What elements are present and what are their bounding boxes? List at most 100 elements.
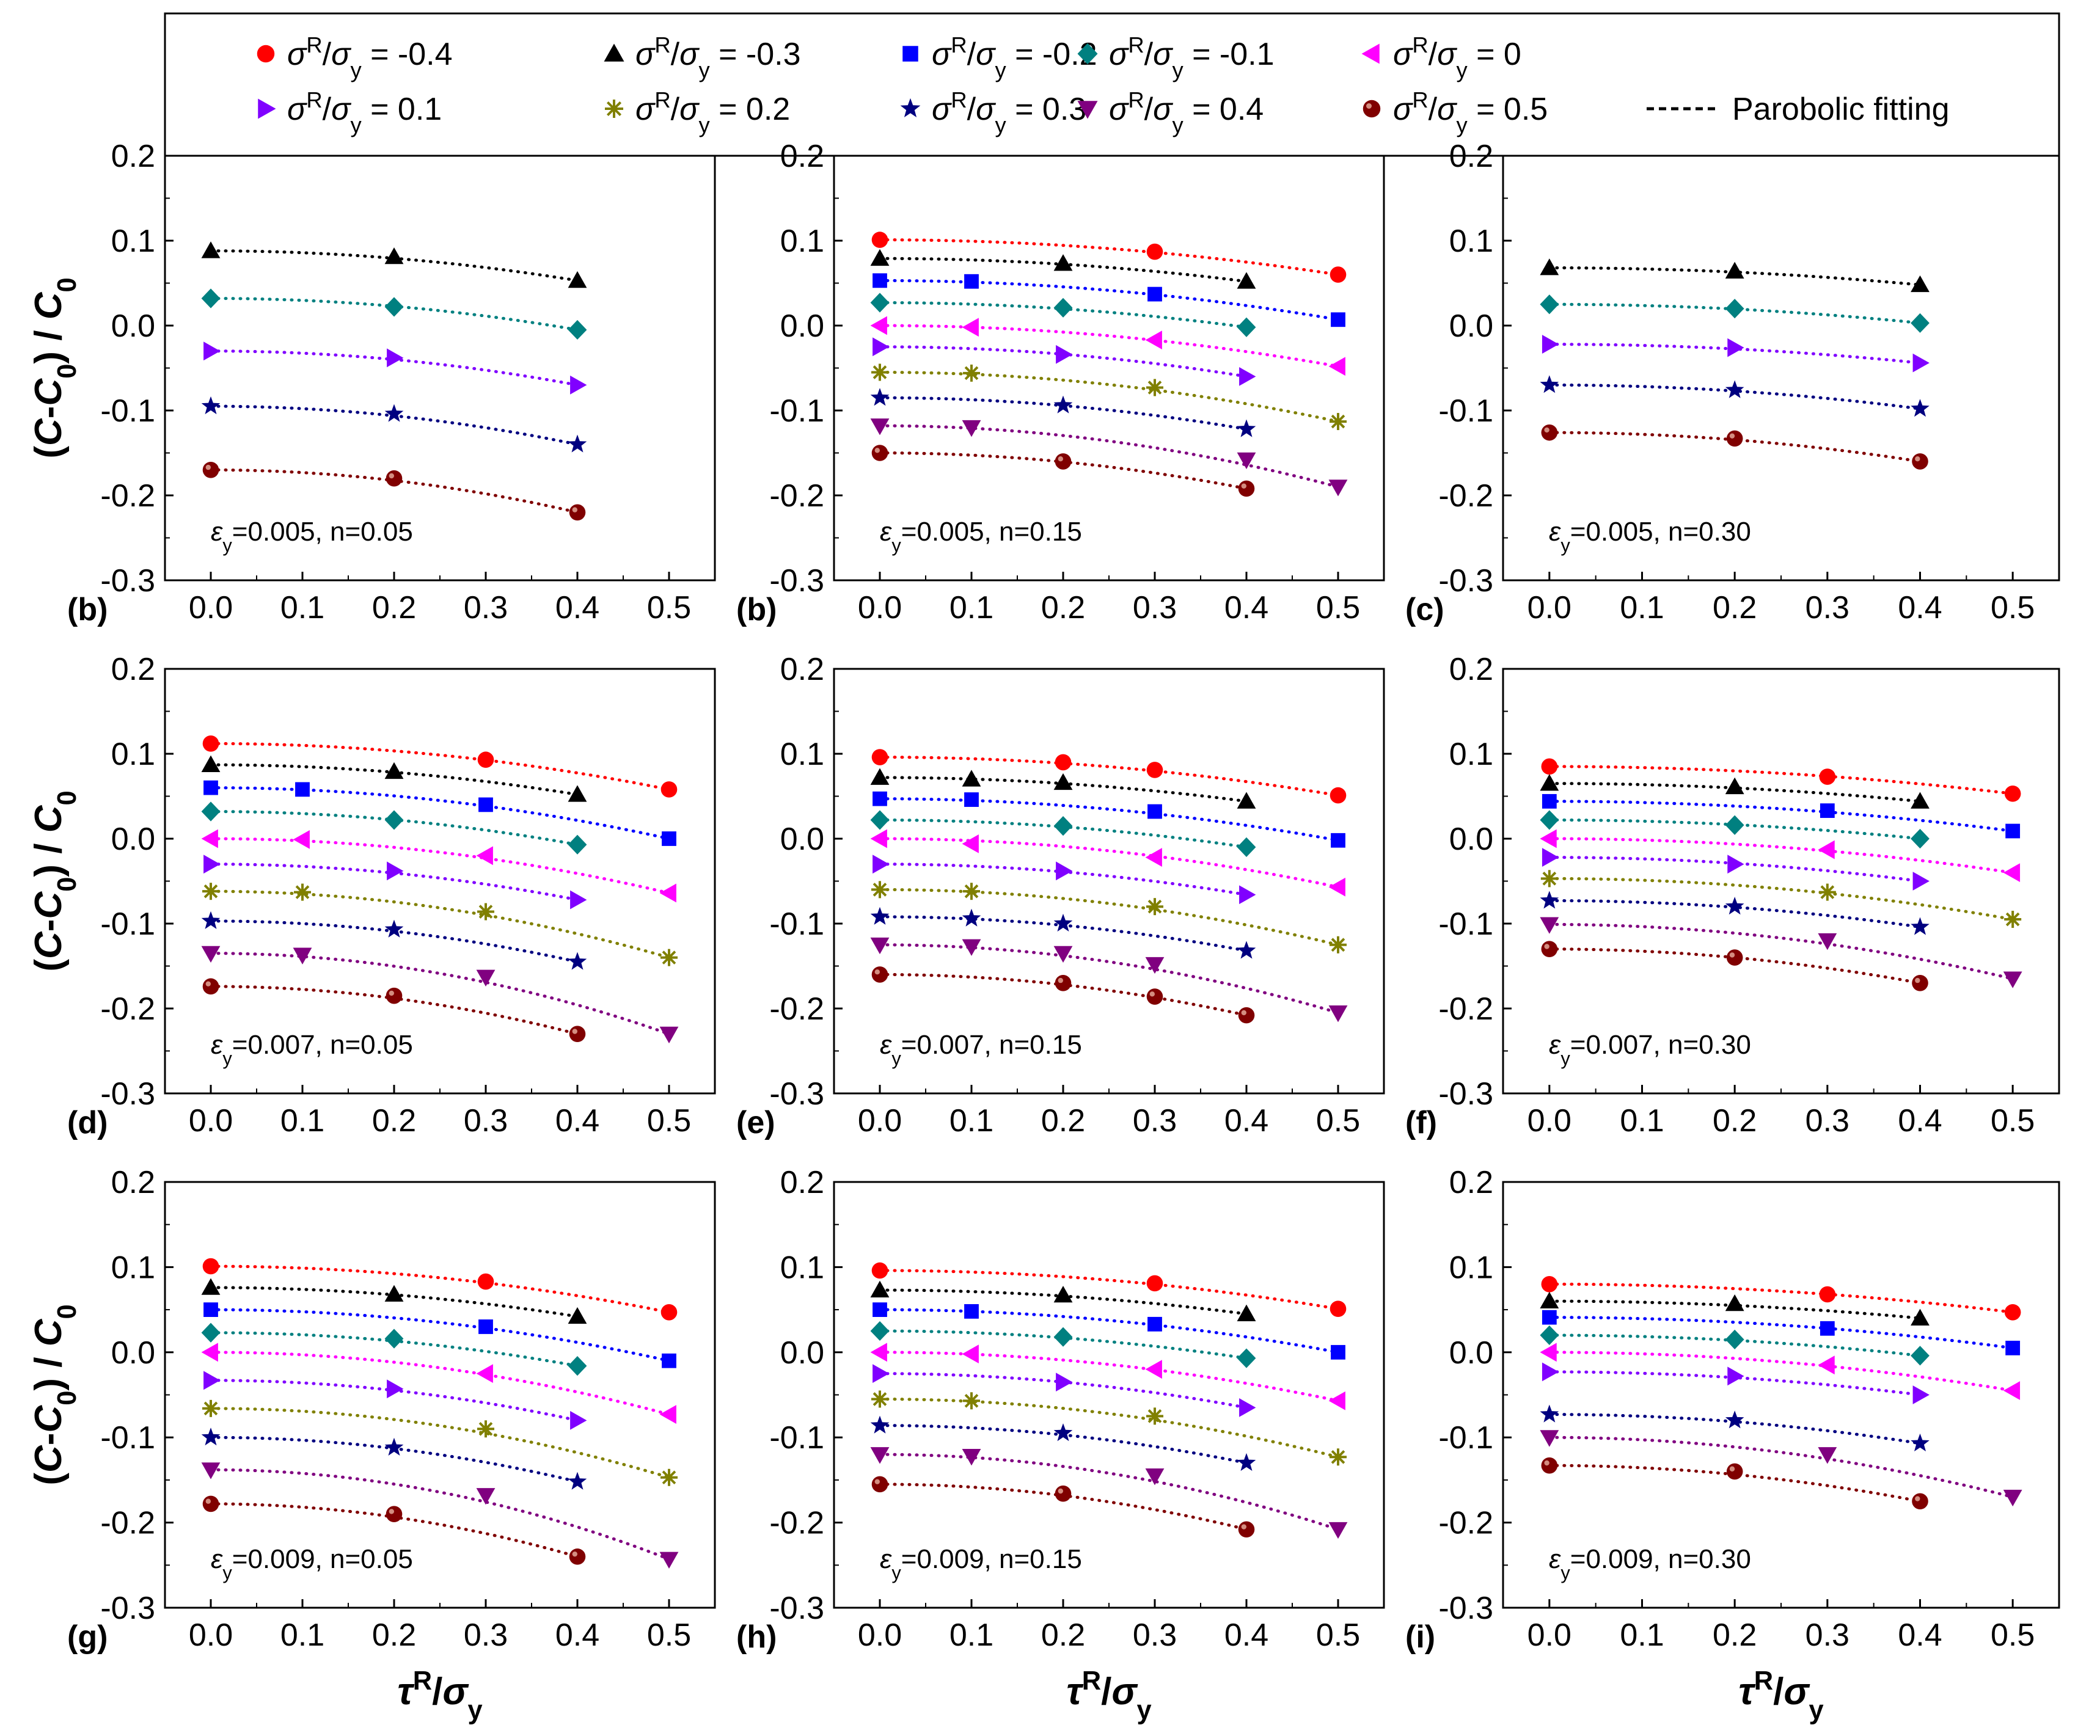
fit-curve xyxy=(1548,856,1922,883)
legend-entry: σR/σy = -0.1 xyxy=(1077,32,1275,82)
fit-curve xyxy=(1548,922,2014,980)
data-series xyxy=(870,316,1345,376)
data-point xyxy=(1056,345,1073,364)
data-point xyxy=(1911,792,1930,809)
data-point xyxy=(1725,1329,1744,1349)
data-point xyxy=(1541,424,1558,441)
data-point xyxy=(1237,272,1256,289)
data-series xyxy=(1540,294,1930,333)
data-point xyxy=(962,770,981,787)
data-point xyxy=(1727,1366,1744,1386)
data-point xyxy=(1053,297,1073,318)
legend-marker xyxy=(1361,43,1380,64)
data-point xyxy=(203,1371,221,1390)
data-point xyxy=(870,1321,890,1341)
fit-curve xyxy=(1548,431,1922,463)
data-series xyxy=(202,1495,586,1565)
legend-marker xyxy=(902,46,918,62)
legend-entry: σR/σy = 0.1 xyxy=(258,87,442,137)
data-point xyxy=(1145,848,1162,867)
data-point xyxy=(659,1552,679,1569)
data-point xyxy=(1328,1522,1348,1539)
data-series xyxy=(870,249,1256,289)
x-tick-label: 0.5 xyxy=(647,1103,691,1139)
fit-curve xyxy=(1548,818,1922,841)
data-point xyxy=(1328,1391,1345,1410)
data-series xyxy=(870,388,1256,437)
fit-curve xyxy=(1548,266,1922,286)
data-point xyxy=(201,1322,221,1343)
panel-letter: (f) xyxy=(1405,1105,1437,1140)
data-point xyxy=(1147,1316,1162,1332)
x-tick-label: 0.1 xyxy=(1620,590,1664,625)
data-point xyxy=(1330,936,1347,954)
x-axis-title: τR/σy xyxy=(1738,1666,1823,1725)
fit-curve xyxy=(1548,1282,2014,1314)
data-point xyxy=(870,810,890,830)
data-series xyxy=(1541,424,1928,470)
x-tick-label: 0.3 xyxy=(464,590,508,625)
data-point xyxy=(1053,1327,1073,1347)
data-point xyxy=(2003,863,2021,882)
data-point xyxy=(1145,1468,1165,1486)
panel-params: εy=0.007, n=0.15 xyxy=(880,1030,1082,1069)
y-tick-label: -0.3 xyxy=(1438,1076,1493,1112)
y-tick-label: -0.1 xyxy=(1438,1420,1493,1456)
data-point xyxy=(1542,1362,1559,1382)
panels: 0.0 0.1 0.2 0.3 0.4 0.5 0.2 0.1 0.0 -0.1 -0.2 -0.3 ε… xyxy=(67,139,2060,1655)
data-point xyxy=(384,1437,404,1456)
data-point xyxy=(871,749,888,765)
legend-label: σR/σy = 0.5 xyxy=(1393,87,1548,137)
y-tick-label: 0.1 xyxy=(780,737,824,772)
fit-curve xyxy=(878,943,1340,1015)
y-tick-label: 0.2 xyxy=(111,652,155,687)
data-point xyxy=(1056,861,1073,881)
y-tick-label: -0.3 xyxy=(1438,563,1493,599)
data-point xyxy=(1146,379,1163,396)
fit-curve xyxy=(209,952,671,1036)
data-point xyxy=(871,966,888,983)
data-point xyxy=(384,810,404,830)
legend-marker xyxy=(257,45,275,63)
y-tick-label: -0.2 xyxy=(100,1506,155,1541)
x-tick-label: 0.2 xyxy=(372,1617,416,1653)
data-point xyxy=(293,830,310,849)
fit-curve xyxy=(209,1264,671,1314)
data-series xyxy=(203,1302,676,1368)
y-tick-label: 0.0 xyxy=(1449,1335,1493,1371)
data-point xyxy=(386,1506,403,1522)
x-tick-label: 0.0 xyxy=(189,590,233,625)
data-point xyxy=(201,396,221,415)
data-point xyxy=(871,363,888,381)
data-point xyxy=(203,341,221,361)
data-point xyxy=(1239,1398,1256,1417)
fit-curve xyxy=(209,1351,671,1417)
data-series xyxy=(1541,758,2021,802)
data-point xyxy=(871,445,888,461)
data-point xyxy=(477,1273,494,1290)
data-point xyxy=(659,883,676,903)
x-tick-label: 0.1 xyxy=(949,1103,993,1139)
data-point xyxy=(570,375,587,395)
data-point xyxy=(387,861,404,881)
fit-curve xyxy=(878,238,1340,277)
y-tick-label: -0.1 xyxy=(769,1420,824,1456)
data-point xyxy=(568,1356,587,1376)
fit-curve xyxy=(878,1308,1340,1354)
data-point xyxy=(1055,1485,1072,1502)
fit-curve xyxy=(209,889,671,960)
panel-letter: (c) xyxy=(1405,592,1444,627)
data-point xyxy=(202,1399,219,1417)
data-point xyxy=(201,288,221,308)
data-point xyxy=(1145,957,1165,974)
data-point xyxy=(1725,261,1744,279)
panel-params: εy=0.009, n=0.15 xyxy=(880,1544,1082,1583)
data-point xyxy=(1146,898,1163,916)
x-tick-label: 0.5 xyxy=(647,1617,691,1653)
data-point xyxy=(963,1392,980,1410)
data-point xyxy=(201,911,221,929)
data-point xyxy=(1053,773,1073,790)
x-tick-label: 0.0 xyxy=(858,590,902,625)
fit-curve xyxy=(878,1351,1340,1402)
fit-curve xyxy=(1548,899,1922,929)
